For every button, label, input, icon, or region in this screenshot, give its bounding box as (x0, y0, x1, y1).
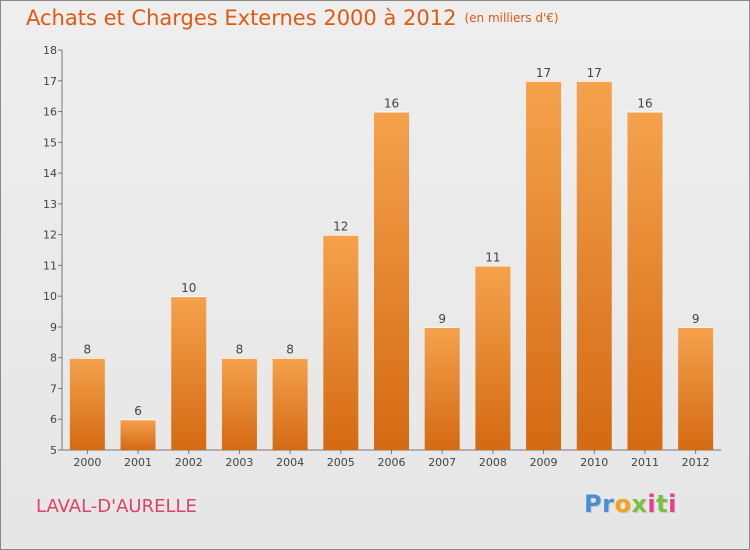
logo-letter: t (656, 490, 669, 518)
x-tick-label: 2010 (580, 456, 608, 469)
y-tick-label: 16 (43, 106, 57, 119)
bar-value-label: 6 (134, 404, 142, 418)
x-tick-label: 2004 (276, 456, 304, 469)
y-tick-label: 12 (43, 229, 57, 242)
x-tick-label: 2003 (225, 456, 253, 469)
bar (374, 111, 409, 451)
x-tick-label: 2005 (327, 456, 355, 469)
x-tick-label: 2002 (175, 456, 203, 469)
bar-value-label: 11 (485, 250, 500, 264)
bar (475, 265, 511, 450)
bar (576, 80, 612, 451)
bar-value-label: 12 (333, 220, 348, 234)
logo-letter: r (602, 490, 615, 518)
x-tick-label: 2007 (428, 456, 456, 469)
bar (272, 357, 308, 450)
bar-value-label: 17 (536, 66, 551, 80)
bar (678, 326, 714, 450)
bar-value-label: 8 (286, 343, 294, 357)
y-tick-label: 6 (50, 413, 57, 426)
y-tick-label: 10 (43, 290, 57, 303)
bar (69, 357, 105, 450)
logo-letter: i (668, 490, 677, 518)
x-tick-label: 2009 (530, 456, 558, 469)
bar (526, 80, 562, 451)
bar-value-label: 10 (181, 281, 196, 295)
logo-letter: P (584, 490, 603, 518)
bar (120, 419, 156, 450)
x-tick-label: 2006 (378, 456, 406, 469)
bar-value-label: 16 (384, 97, 399, 111)
bar (323, 234, 359, 450)
chart-bars (69, 80, 714, 451)
bar (221, 357, 257, 450)
y-tick-label: 11 (43, 259, 57, 272)
y-tick-label: 14 (43, 167, 57, 180)
chart-data-labels: 8 6 10 8 8 12 16 9 11 17 17 16 9 (84, 66, 700, 418)
x-tick-label: 2011 (631, 456, 659, 469)
y-tick-label: 13 (43, 198, 57, 211)
y-tick-label: 9 (50, 321, 57, 334)
logo-letter: i (647, 490, 657, 518)
chart-title-text: Achats et Charges Externes 2000 à 2012 (26, 6, 457, 30)
bar (171, 296, 207, 450)
bar-value-label: 8 (84, 343, 92, 357)
y-tick-label: 8 (50, 352, 57, 365)
bar (627, 111, 663, 451)
chart-title: Achats et Charges Externes 2000 à 2012 (e… (26, 6, 559, 30)
bar (424, 326, 460, 450)
y-tick-label: 18 (43, 44, 57, 57)
logo-letter: x (631, 490, 648, 518)
y-tick-label: 5 (50, 444, 57, 457)
y-tick-label: 15 (43, 136, 57, 149)
proxiti-logo[interactable]: Proxiti (584, 490, 677, 518)
x-tick-label: 2001 (124, 456, 152, 469)
y-tick-label: 7 (50, 382, 57, 395)
x-tick-label: 2000 (73, 456, 101, 469)
x-tick-label: 2012 (682, 456, 710, 469)
bar-value-label: 8 (236, 343, 244, 357)
bar-value-label: 17 (587, 66, 602, 80)
logo-letter: o (614, 490, 632, 518)
y-tick-label: 17 (43, 75, 57, 88)
bar-value-label: 9 (692, 312, 700, 326)
chart-unit: (en milliers d'€) (464, 11, 559, 25)
bar-value-label: 9 (438, 312, 446, 326)
x-tick-label: 2008 (479, 456, 507, 469)
bar-value-label: 16 (637, 97, 652, 111)
commune-name: LAVAL-D'AURELLE (36, 496, 197, 517)
